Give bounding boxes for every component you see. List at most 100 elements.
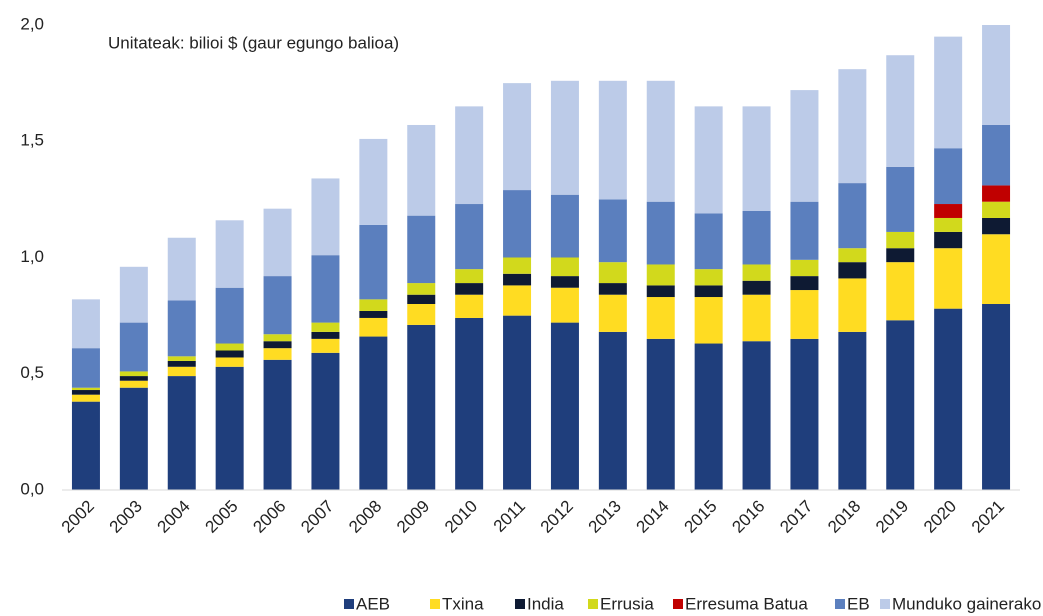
bar-segment (167, 237, 196, 301)
bar-segment (263, 348, 292, 360)
legend-label: Txina (442, 594, 484, 613)
bar-segment (694, 285, 723, 298)
bar-segment (71, 390, 100, 395)
x-tick-label: 2010 (441, 497, 481, 537)
bar-segment (934, 308, 963, 490)
bar-segment (503, 190, 532, 258)
bar-segment (982, 234, 1011, 304)
bar-segment (263, 334, 292, 342)
legend-label: EB (847, 594, 870, 613)
x-tick-label: 2015 (680, 497, 720, 537)
bar-segment (503, 273, 532, 286)
legend-label: Erresuma Batua (685, 594, 808, 613)
bar-segment (694, 297, 723, 344)
bar-segment (215, 350, 244, 358)
bar-segment (359, 317, 388, 337)
bar-segment (934, 204, 963, 218)
legend-swatch (588, 599, 598, 609)
bar-segment (598, 283, 627, 295)
bar-segment (598, 199, 627, 263)
bar-segment (838, 69, 867, 184)
bar-segment (167, 360, 196, 367)
bar-segment (838, 183, 867, 249)
x-tick-label: 2018 (824, 497, 864, 537)
legend-swatch (880, 599, 890, 609)
bar-segment (359, 336, 388, 490)
bar-segment (215, 357, 244, 367)
x-tick-label: 2019 (872, 497, 912, 537)
bar-segment (886, 248, 915, 263)
bar-segment (311, 352, 340, 490)
bar-segment (838, 262, 867, 279)
y-tick-label: 0,5 (20, 363, 44, 382)
annotation: Unitateak: bilioi $ (gaur egungo balioa) (108, 33, 399, 52)
bar-segment (311, 255, 340, 323)
y-tick-label: 1,5 (20, 131, 44, 150)
bar-segment (407, 324, 436, 490)
x-tick-label: 2014 (633, 497, 673, 537)
bar-segment (646, 80, 675, 202)
x-tick-label: 2021 (968, 497, 1008, 537)
bar-segment (646, 297, 675, 339)
x-tick-label: 2005 (201, 497, 241, 537)
bar-segment (71, 348, 100, 388)
x-tick-label: 2009 (393, 497, 433, 537)
bar-segment (646, 338, 675, 490)
bar-segment (455, 204, 484, 270)
bar-segment (742, 106, 771, 211)
bar-segment (886, 55, 915, 167)
bar-segment (455, 317, 484, 490)
bar-segment (71, 299, 100, 349)
x-tick-label: 2003 (106, 497, 146, 537)
bar-segment (694, 269, 723, 286)
bar-segment (790, 259, 819, 277)
legend-label: Errusia (600, 594, 654, 613)
bar-segment (598, 262, 627, 284)
bar-segment (263, 276, 292, 335)
bar-segment (550, 257, 579, 277)
bar-segment (742, 280, 771, 295)
x-tick-label: 2002 (58, 497, 98, 537)
bar-segment (646, 264, 675, 286)
x-tick-label: 2017 (776, 497, 816, 537)
bar-segment (742, 264, 771, 281)
bar-segment (982, 25, 1011, 125)
bar-segment (790, 201, 819, 260)
bar-segment (550, 276, 579, 288)
legend-label: AEB (356, 594, 390, 613)
bar-segment (982, 124, 1011, 186)
bar-segment (359, 299, 388, 311)
bar-segment (215, 366, 244, 490)
bar-segment (646, 201, 675, 265)
bar-segment (215, 287, 244, 344)
bar-segment (311, 338, 340, 353)
bar-segment (167, 300, 196, 357)
bar-segment (311, 178, 340, 256)
bar-segment (71, 387, 100, 391)
bar-segment (790, 290, 819, 339)
bar-segment (550, 287, 579, 323)
bar-segment (694, 106, 723, 214)
bar-segment (790, 90, 819, 202)
legend-label: India (527, 594, 564, 613)
bar-segment (359, 224, 388, 300)
bar-segment (934, 231, 963, 249)
bar-segment (119, 322, 148, 372)
bar-segment (790, 338, 819, 490)
bar-segment (455, 269, 484, 284)
bar-segment (503, 83, 532, 191)
bar-segment (119, 266, 148, 323)
legend-label: Munduko gainerako herrialdeak (892, 594, 1043, 613)
bar-segment (934, 36, 963, 149)
legend-swatch (344, 599, 354, 609)
legend-swatch (673, 599, 683, 609)
y-tick-label: 0,0 (20, 479, 44, 498)
bar-segment (934, 248, 963, 309)
bar-segment (119, 380, 148, 388)
bar-segment (167, 376, 196, 490)
x-tick-label: 2006 (249, 497, 289, 537)
x-tick-label: 2004 (154, 497, 194, 537)
bar-segment (838, 331, 867, 490)
bar-segment (934, 148, 963, 205)
